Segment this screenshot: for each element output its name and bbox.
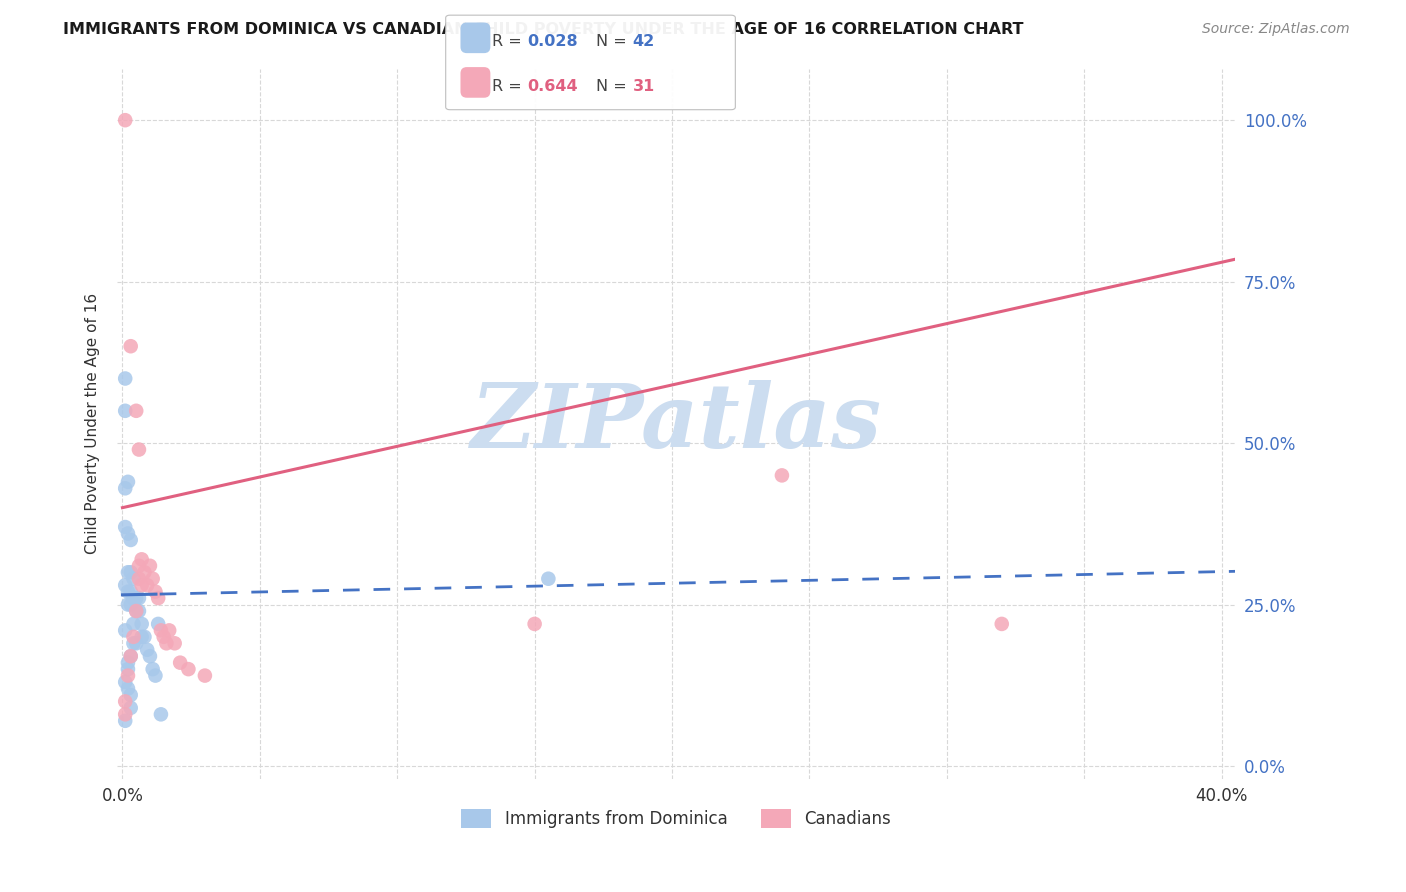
Point (134, 630, 156, 644)
Point (114, 675, 136, 690)
Point (177, 662, 200, 676)
Point (114, 404, 136, 418)
Text: N =: N = (596, 79, 633, 94)
Point (117, 475, 139, 489)
Point (125, 636, 148, 650)
Point (148, 591, 170, 606)
Text: N =: N = (596, 35, 633, 49)
Point (122, 630, 145, 644)
Point (120, 566, 142, 580)
Point (131, 616, 153, 631)
Point (114, 113, 136, 128)
Point (117, 566, 139, 580)
Point (128, 591, 150, 606)
Point (120, 649, 142, 664)
Point (122, 572, 145, 586)
Point (163, 636, 186, 650)
Text: IMMIGRANTS FROM DOMINICA VS CANADIAN CHILD POVERTY UNDER THE AGE OF 16 CORRELATI: IMMIGRANTS FROM DOMINICA VS CANADIAN CHI… (63, 22, 1024, 37)
Point (125, 604, 148, 618)
Point (128, 572, 150, 586)
Point (122, 591, 145, 606)
Point (149, 624, 172, 638)
Point (122, 636, 145, 650)
Text: 0.644: 0.644 (527, 79, 578, 94)
Point (117, 584, 139, 599)
Point (148, 616, 170, 631)
Point (114, 371, 136, 385)
Point (117, 662, 139, 676)
Point (120, 598, 142, 612)
Point (537, 572, 560, 586)
Point (131, 630, 153, 644)
Point (145, 584, 167, 599)
Text: ZIPatlas: ZIPatlas (471, 381, 882, 467)
Point (128, 442, 150, 457)
Point (114, 481, 136, 495)
Point (117, 668, 139, 682)
Point (120, 339, 142, 353)
Point (149, 707, 172, 722)
Point (152, 630, 174, 644)
Point (139, 649, 162, 664)
Text: 42: 42 (633, 35, 655, 49)
Point (990, 616, 1012, 631)
Point (145, 668, 167, 682)
Text: R =: R = (492, 79, 527, 94)
Point (131, 578, 153, 592)
Text: 0.028: 0.028 (527, 35, 578, 49)
Point (125, 604, 148, 618)
Y-axis label: Child Poverty Under the Age of 16: Child Poverty Under the Age of 16 (86, 293, 100, 554)
Point (120, 701, 142, 715)
Point (523, 616, 546, 631)
Point (770, 468, 793, 483)
Point (114, 520, 136, 534)
Point (114, 694, 136, 708)
Point (139, 558, 162, 573)
Point (136, 578, 159, 592)
Point (117, 526, 139, 541)
Point (117, 598, 139, 612)
Point (117, 656, 139, 670)
Point (131, 552, 153, 566)
Point (125, 404, 148, 418)
Text: Source: ZipAtlas.com: Source: ZipAtlas.com (1202, 22, 1350, 37)
Point (155, 636, 177, 650)
Point (157, 624, 180, 638)
Point (120, 649, 142, 664)
Text: 31: 31 (633, 79, 655, 94)
Point (120, 688, 142, 702)
Point (194, 668, 217, 682)
Point (169, 656, 191, 670)
Point (128, 604, 150, 618)
Point (142, 572, 165, 586)
Point (114, 624, 136, 638)
Point (114, 578, 136, 592)
Point (120, 584, 142, 599)
Point (114, 714, 136, 728)
Point (136, 642, 159, 657)
Legend: Immigrants from Dominica, Canadians: Immigrants from Dominica, Canadians (454, 802, 897, 835)
Point (120, 533, 142, 547)
Point (134, 566, 156, 580)
Point (128, 558, 150, 573)
Point (142, 662, 165, 676)
Point (122, 616, 145, 631)
Text: R =: R = (492, 35, 527, 49)
Point (117, 681, 139, 696)
Point (114, 707, 136, 722)
Point (125, 591, 148, 606)
